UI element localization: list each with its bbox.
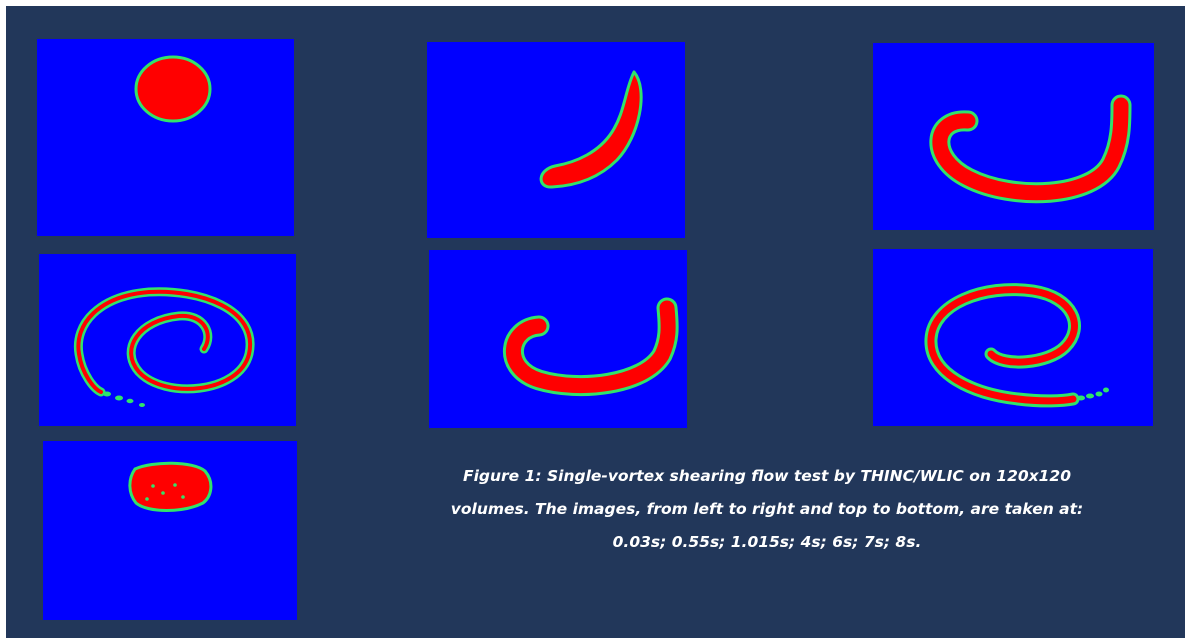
vortex-panel-t1-015s <box>873 43 1154 230</box>
circle-drop-shape <box>134 55 212 123</box>
crescent-shape <box>539 70 643 189</box>
vortex-panel-t0-03s <box>37 39 294 236</box>
figure-caption: Figure 1: Single-vortex shearing flow te… <box>372 460 1162 559</box>
u-shape-reversing <box>502 297 679 397</box>
slide-background: Figure 1: Single-vortex shearing flow te… <box>6 6 1185 638</box>
vortex-panel-t6s <box>429 250 687 428</box>
vortex-panel-t0-55s <box>427 42 685 238</box>
vortex-panel-t8s <box>43 441 297 620</box>
spiral-filament <box>73 287 255 407</box>
vortex-panel-t4s <box>39 254 296 426</box>
caption-line-1: Figure 1: Single-vortex shearing flow te… <box>463 467 1071 485</box>
spiral-with-tail <box>924 283 1109 408</box>
u-shape-filament <box>929 94 1132 204</box>
recovered-drop-shape <box>128 461 213 512</box>
caption-line-3: 0.03s; 0.55s; 1.015s; 4s; 6s; 7s; 8s. <box>612 533 922 551</box>
caption-line-2: volumes. The images, from left to right … <box>450 500 1084 518</box>
vortex-panel-t7s <box>873 249 1153 426</box>
